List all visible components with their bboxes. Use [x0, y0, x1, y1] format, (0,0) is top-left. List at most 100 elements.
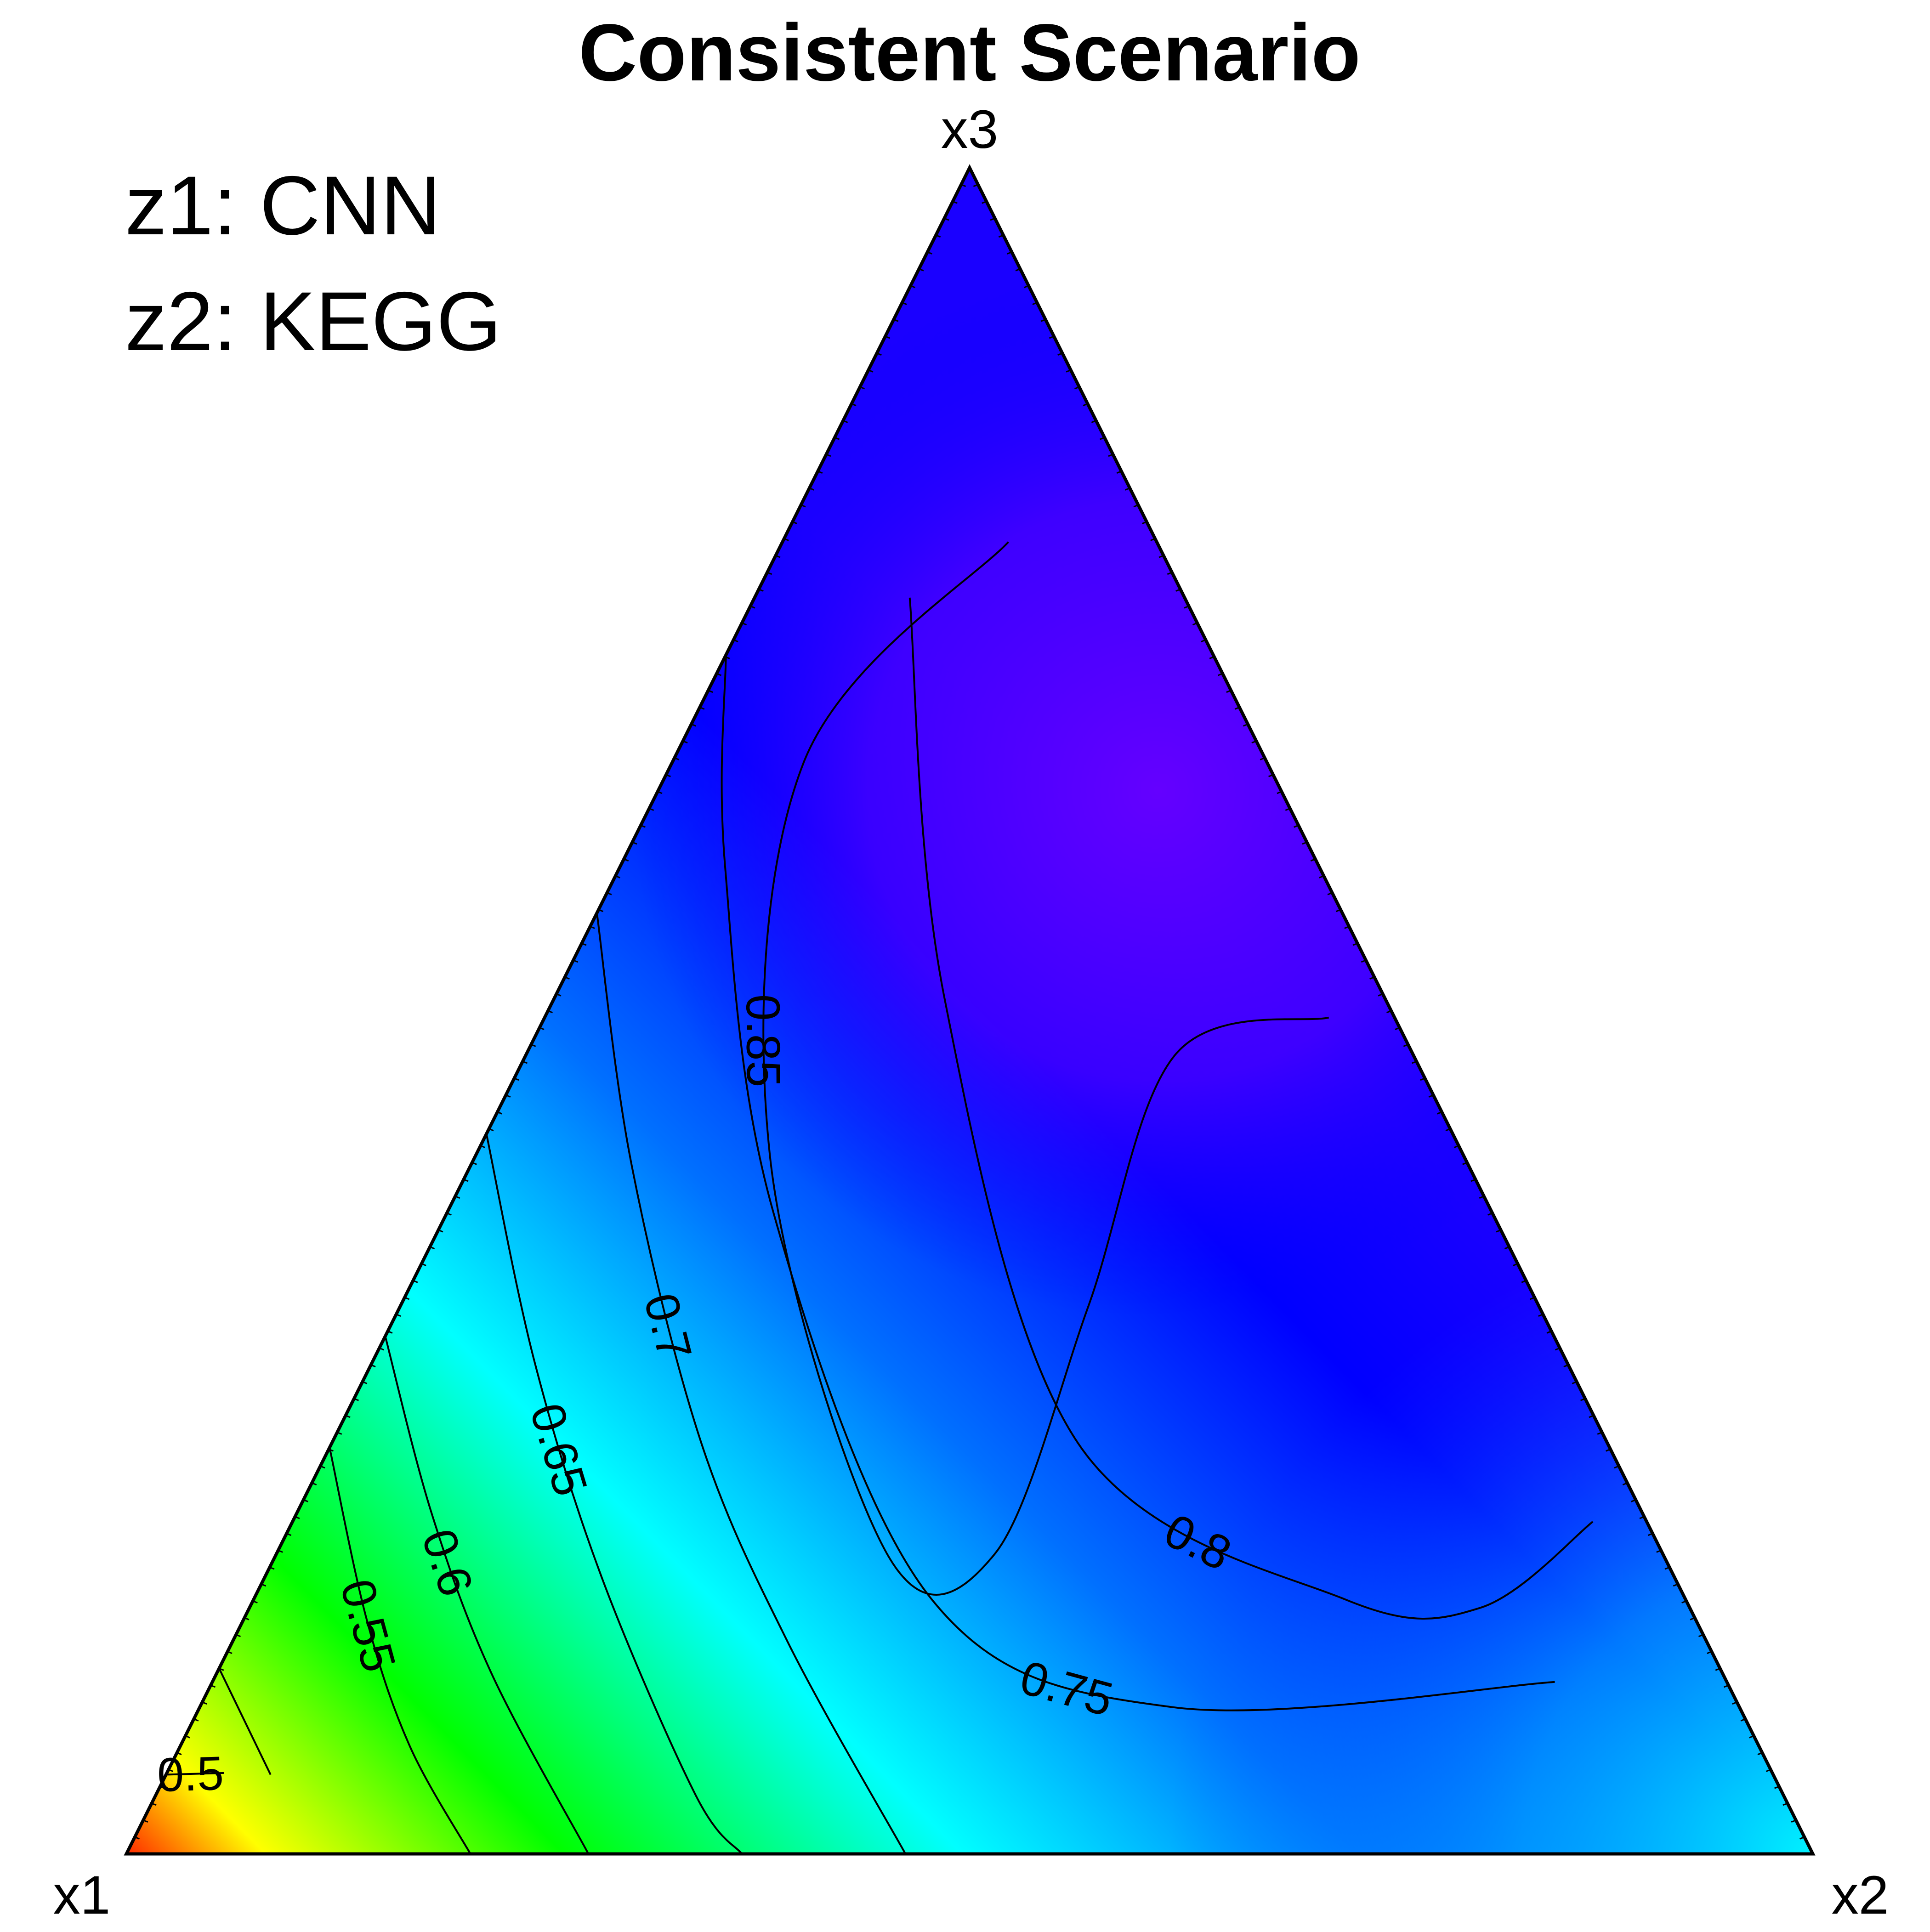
edge-tick: [952, 201, 958, 204]
edge-tick: [1234, 707, 1240, 710]
edge-tick: [531, 1044, 536, 1047]
edge-tick: [1327, 892, 1333, 895]
edge-tick: [556, 993, 562, 997]
chart-title: Consistent Scenario: [579, 8, 1361, 98]
edge-tick: [1437, 1111, 1442, 1115]
edge-tick: [404, 1297, 410, 1300]
edge-tick: [328, 1448, 334, 1452]
edge-tick: [1125, 487, 1130, 491]
edge-tick: [362, 1381, 368, 1384]
edge-tick: [286, 1533, 292, 1536]
vertex-label-x2: x2: [1832, 1865, 1889, 1926]
edge-tick: [379, 1347, 385, 1351]
edge-tick: [944, 217, 949, 221]
edge-tick: [1133, 504, 1139, 508]
edge-tick: [1184, 605, 1189, 609]
edge-tick: [547, 1010, 553, 1014]
edge-tick: [1319, 875, 1324, 878]
edge-tick: [1572, 1381, 1577, 1384]
edge-tick: [269, 1566, 275, 1570]
edge-tick: [843, 420, 848, 423]
edge-tick: [1504, 1246, 1510, 1250]
edge-tick: [893, 318, 899, 322]
edge-tick: [430, 1246, 435, 1250]
edge-tick: [1226, 690, 1232, 693]
edge-tick: [1479, 1195, 1484, 1199]
edge-tick: [1074, 386, 1080, 390]
edge-tick: [1496, 1229, 1501, 1233]
edge-tick: [337, 1432, 342, 1435]
edge-tick: [1141, 521, 1147, 525]
edge-tick: [345, 1415, 351, 1418]
edge-tick: [539, 1027, 545, 1031]
edge-tick: [1631, 1499, 1636, 1502]
contour-line-0-85: [762, 541, 1329, 1596]
edge-tick: [202, 1701, 207, 1705]
edge-tick: [1513, 1263, 1518, 1266]
edge-tick: [1420, 1077, 1425, 1081]
edge-tick: [809, 487, 814, 491]
edge-tick: [1260, 757, 1265, 760]
edge-tick: [750, 605, 755, 609]
edge-tick: [1664, 1566, 1670, 1570]
edge-tick: [1192, 622, 1198, 626]
edge-tick: [1352, 942, 1358, 946]
edge-tick: [312, 1482, 317, 1485]
edge-tick: [1167, 572, 1172, 575]
heatmap-peak-region: [126, 168, 1813, 1854]
contour-line-0-75: [721, 655, 1555, 1711]
edge-tick: [1209, 656, 1215, 659]
edge-tick: [800, 504, 806, 508]
edge-tick: [1698, 1634, 1704, 1637]
edge-tick: [682, 740, 688, 744]
edge-tick: [564, 976, 570, 980]
edge-tick: [1707, 1651, 1712, 1654]
contour-line-0-5: [218, 1668, 272, 1775]
edge-tick: [674, 757, 680, 760]
edge-tick: [598, 909, 604, 912]
edge-tick: [168, 1769, 174, 1772]
edge-tick: [1310, 858, 1316, 862]
edge-tick: [1715, 1667, 1720, 1671]
edge-tick: [716, 673, 722, 676]
edge-tick: [1023, 285, 1029, 289]
annotation-z1: z1: CNN: [125, 159, 441, 252]
edge-tick: [151, 1802, 157, 1806]
edge-tick: [961, 184, 966, 187]
edge-tick: [370, 1364, 376, 1368]
edge-tick: [927, 251, 932, 255]
edge-tick: [1403, 1044, 1408, 1047]
edge-tick: [1066, 369, 1071, 373]
edge-tick: [1799, 1836, 1805, 1840]
edge-tick: [1445, 1128, 1451, 1132]
contour-label-0-85: 0.85: [736, 994, 790, 1087]
edge-tick: [185, 1735, 191, 1739]
edge-tick: [387, 1330, 393, 1334]
contour-line-0-55: [329, 1447, 471, 1854]
edge-tick: [699, 707, 705, 710]
edge-tick: [1748, 1735, 1754, 1739]
edge-tick: [640, 824, 646, 828]
edge-tick: [775, 555, 781, 558]
edge-tick: [1782, 1802, 1788, 1806]
edge-tick: [691, 723, 697, 727]
edge-tick: [783, 538, 789, 541]
edge-tick: [1091, 420, 1096, 423]
edge-tick: [1108, 453, 1113, 457]
edge-tick: [488, 1128, 494, 1132]
edge-tick: [1597, 1432, 1602, 1435]
edge-tick: [826, 453, 831, 457]
edge-tick: [657, 791, 663, 794]
edge-tick: [1453, 1145, 1459, 1148]
contour-line-0-5: [166, 1772, 224, 1776]
edge-tick: [1740, 1718, 1746, 1722]
edge-tick: [1606, 1448, 1611, 1452]
edge-tick: [480, 1145, 486, 1148]
edge-tick: [590, 926, 595, 929]
edge-tick: [1395, 1027, 1400, 1031]
edge-tick: [471, 1161, 477, 1165]
edge-tick: [235, 1634, 241, 1637]
edge-tick: [219, 1667, 224, 1671]
edge-tick: [295, 1516, 300, 1519]
edge-tick: [1201, 639, 1206, 642]
